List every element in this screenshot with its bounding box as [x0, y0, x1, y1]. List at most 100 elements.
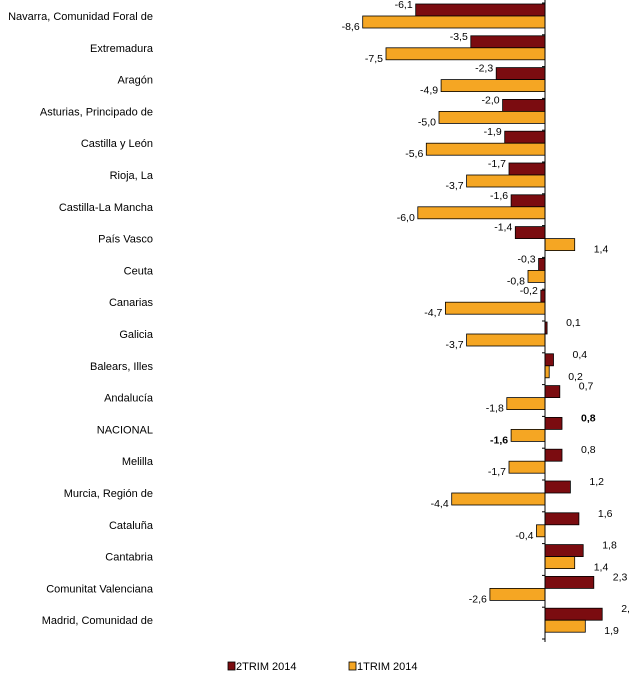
legend-swatch-1trim-2014 — [348, 661, 357, 671]
category-label-aragon: Aragón — [118, 75, 153, 87]
category-label-castilla-y-leon: Castilla y León — [81, 138, 153, 150]
category-label-cantabria: Cantabria — [105, 552, 154, 564]
category-label-andalucia: Andalucía — [104, 393, 154, 405]
legend-label-2trim-2014: 2TRIM 2014 — [236, 661, 297, 673]
category-label-nacional: NACIONAL — [97, 424, 153, 436]
value-label-1trim-2014-cantabria: 1,4 — [594, 562, 609, 574]
category-label-rioja-la: Rioja, La — [110, 170, 154, 182]
bar-2trim-2014-castilla-y-leon — [504, 130, 546, 144]
bar-1trim-2014-pais-vasco — [544, 238, 576, 252]
bar-2trim-2014-cataluna — [544, 512, 580, 526]
category-labels: Navarra, Comunidad Foral de Extremadura Ar… — [8, 11, 154, 627]
bar-1trim-2014-navarra-comunidad-foral-de — [362, 15, 546, 29]
bar-2trim-2014-balears-illes — [544, 353, 554, 367]
value-label-1trim-2014-asturias-principado-de: -5,0 — [418, 116, 436, 128]
bars — [362, 3, 603, 633]
value-label-2trim-2014-nacional: 0,8 — [581, 412, 596, 424]
bar-2trim-2014-canarias — [540, 289, 546, 303]
bar-1trim-2014-extremadura — [385, 47, 546, 61]
value-label-1trim-2014-galicia: -3,7 — [446, 339, 464, 351]
value-label-1trim-2014-nacional: -1,6 — [490, 434, 508, 446]
value-label-2trim-2014-castilla-la-mancha: -1,6 — [490, 190, 508, 202]
value-label-2trim-2014-ceuta: -0,3 — [518, 253, 536, 265]
category-label-pais-vasco: País Vasco — [98, 234, 153, 246]
category-label-navarra-comunidad-foral-de: Navarra, Comunidad Foral de — [8, 11, 153, 23]
category-label-extremadura: Extremadura — [90, 43, 154, 55]
value-label-1trim-2014-castilla-la-mancha: -6,0 — [397, 212, 415, 224]
bar-2trim-2014-rioja-la — [508, 162, 546, 176]
bar-2trim-2014-andalucia — [544, 385, 561, 399]
bar-2trim-2014-pais-vasco — [514, 226, 546, 240]
legend-swatch-2trim-2014 — [227, 661, 236, 671]
value-label-1trim-2014-comunitat-valenciana: -2,6 — [469, 593, 487, 605]
bar-1trim-2014-nacional — [510, 428, 546, 442]
value-label-1trim-2014-melilla: -1,7 — [488, 466, 506, 478]
value-label-2trim-2014-navarra-comunidad-foral-de: -6,1 — [395, 0, 413, 11]
bar-1trim-2014-murcia-region-de — [451, 492, 546, 506]
value-label-2trim-2014-castilla-y-leon: -1,9 — [484, 126, 502, 138]
value-label-1trim-2014-castilla-y-leon: -5,6 — [405, 148, 423, 160]
bar-2trim-2014-extremadura — [470, 35, 546, 49]
value-label-1trim-2014-madrid-comunidad-de: 1,9 — [604, 625, 619, 637]
value-label-2trim-2014-cantabria: 1,8 — [602, 540, 617, 552]
category-label-ceuta: Ceuta — [124, 265, 154, 277]
category-label-galicia: Galicia — [119, 329, 154, 341]
category-label-murcia-region-de: Murcia, Región de — [64, 488, 153, 500]
value-label-1trim-2014-extremadura: -7,5 — [365, 53, 383, 65]
category-label-comunitat-valenciana: Comunitat Valenciana — [46, 583, 154, 595]
bar-2trim-2014-melilla — [544, 448, 563, 462]
bar-1trim-2014-castilla-la-mancha — [417, 206, 546, 220]
category-label-asturias-principado-de: Asturias, Principado de — [40, 106, 153, 118]
bar-1trim-2014-ceuta — [527, 269, 546, 283]
zero-axis — [542, 0, 546, 642]
bar-2trim-2014-murcia-region-de — [544, 480, 571, 494]
legend: 2TRIM 2014 1TRIM 2014 — [227, 661, 418, 673]
value-label-2trim-2014-murcia-region-de: 1,2 — [589, 476, 604, 488]
value-label-1trim-2014-canarias: -4,7 — [424, 307, 442, 319]
bar-1trim-2014-cantabria — [544, 556, 576, 569]
bar-2trim-2014-ceuta — [538, 257, 546, 271]
value-label-2trim-2014-andalucia: 0,7 — [579, 381, 594, 393]
value-label-1trim-2014-pais-vasco: 1,4 — [594, 244, 609, 256]
value-label-1trim-2014-rioja-la: -3,7 — [446, 180, 464, 192]
value-labels: -6,1 -8,6 -3,5 -7,5 -2,3 -4,9 -2,0 -5,0 -1,9 -5,6… — [342, 0, 629, 637]
value-label-1trim-2014-murcia-region-de: -4,4 — [431, 498, 449, 510]
bar-1trim-2014-galicia — [466, 333, 546, 347]
bar-2trim-2014-nacional — [544, 416, 563, 430]
value-label-2trim-2014-rioja-la: -1,7 — [488, 158, 506, 170]
value-label-2trim-2014-madrid-comunidad-de: 2,7 — [621, 603, 629, 615]
value-label-1trim-2014-balears-illes: 0,2 — [568, 371, 583, 383]
bar-2trim-2014-navarra-comunidad-foral-de — [415, 3, 546, 17]
value-label-2trim-2014-galicia: 0,1 — [566, 317, 581, 329]
bar-1trim-2014-castilla-y-leon — [425, 142, 546, 156]
value-label-1trim-2014-navarra-comunidad-foral-de: -8,6 — [342, 21, 360, 33]
legend-label-1trim-2014: 1TRIM 2014 — [357, 661, 418, 673]
value-label-2trim-2014-aragon: -2,3 — [475, 63, 493, 75]
value-label-2trim-2014-pais-vasco: -1,4 — [494, 222, 512, 234]
category-label-canarias: Canarias — [109, 297, 154, 309]
bar-1trim-2014-rioja-la — [466, 174, 546, 188]
bar-1trim-2014-cataluna — [536, 524, 546, 538]
bar-1trim-2014-asturias-principado-de — [438, 111, 546, 124]
value-label-2trim-2014-comunitat-valenciana: 2,3 — [613, 571, 628, 583]
value-label-2trim-2014-melilla: 0,8 — [581, 444, 596, 456]
value-label-2trim-2014-extremadura: -3,5 — [450, 31, 468, 43]
bar-2trim-2014-cantabria — [544, 544, 584, 557]
bar-2trim-2014-asturias-principado-de — [502, 99, 546, 112]
category-label-madrid-comunidad-de: Madrid, Comunidad de — [42, 615, 153, 627]
value-label-1trim-2014-ceuta: -0,8 — [507, 275, 525, 287]
category-label-melilla: Melilla — [122, 456, 154, 468]
value-label-1trim-2014-andalucia: -1,8 — [486, 403, 504, 415]
bar-1trim-2014-balears-illes — [544, 365, 550, 379]
bar-1trim-2014-andalucia — [506, 397, 546, 411]
bar-2trim-2014-aragon — [495, 67, 546, 80]
value-label-2trim-2014-canarias: -0,2 — [520, 285, 538, 297]
bar-1trim-2014-canarias — [444, 301, 546, 315]
category-label-balears-illes: Balears, Illes — [90, 361, 153, 373]
bar-1trim-2014-madrid-comunidad-de — [544, 619, 586, 633]
bar-1trim-2014-aragon — [440, 79, 546, 92]
value-label-1trim-2014-aragon: -4,9 — [420, 85, 438, 97]
bar-2trim-2014-castilla-la-mancha — [510, 194, 546, 208]
category-label-cataluna: Cataluña — [109, 520, 154, 532]
